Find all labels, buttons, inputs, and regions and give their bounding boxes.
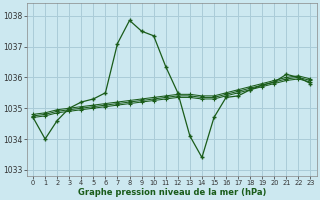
X-axis label: Graphe pression niveau de la mer (hPa): Graphe pression niveau de la mer (hPa) [77,188,266,197]
